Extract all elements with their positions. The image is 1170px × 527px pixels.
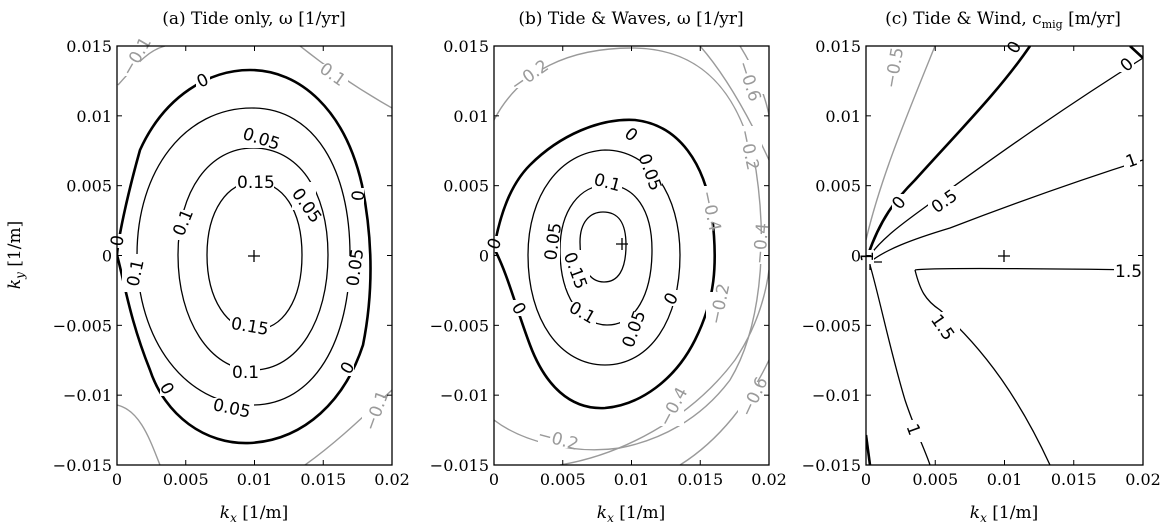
panel-c-ticks: 0 0.005 0.01 0.015 0.02 0.015 0.01 0.005 0 −0.005… <box>802 37 1161 489</box>
y-tick-label: −0.01 <box>440 386 489 405</box>
y-tick-label: −0.015 <box>430 456 489 475</box>
x-axis-label-c: kx [1/m] <box>970 503 1038 525</box>
contour-b-0 <box>494 118 717 410</box>
panel-a-ticks: 0 0.005 0.01 0.015 0.02 0.015 0.01 0.005 0 −0.005… <box>53 37 410 489</box>
y-tick-label: −0.01 <box>63 386 112 405</box>
contour-a-0.1 <box>177 147 329 371</box>
x-tick-label: 0.02 <box>374 470 410 489</box>
contour-label: 0 <box>107 234 129 248</box>
center-marker-b <box>616 238 628 250</box>
panel-c: (c) Tide & Wind, cmig [m/yr] −0.5 0 0 0 … <box>802 9 1161 525</box>
contour-c-bottom <box>866 434 872 465</box>
x-tick-label: 0 <box>112 470 122 489</box>
panel-a-contour-labels: −0.1 0.1 0 0.05 0.15 0.1 0.05 0.1 0.05 0… <box>107 34 394 436</box>
contour-label: 1 <box>858 251 878 262</box>
contour-c-gray <box>866 46 936 241</box>
x-tick-label: 0.005 <box>163 470 209 489</box>
contour-a-0.05 <box>136 107 351 406</box>
x-tick-label: 0.01 <box>614 470 650 489</box>
contour-label: −0.2 <box>535 425 580 455</box>
contour-c-0 <box>866 46 1032 256</box>
contour-label: −0.2 <box>706 282 734 327</box>
contour-c-0-b <box>1129 46 1143 59</box>
y-tick-label: 0.015 <box>66 37 112 56</box>
contour-a-gray-bottom-left <box>117 404 161 465</box>
y-tick-label: 0.01 <box>825 107 861 126</box>
contour-label: −0.2 <box>507 56 552 96</box>
contour-label: 0.1 <box>232 363 259 383</box>
y-tick-label: 0.005 <box>66 177 112 196</box>
contour-c-15-b <box>914 269 1051 465</box>
panel-a-title: (a) Tide only, ω [1/yr] <box>162 9 346 29</box>
y-tick-label: 0.005 <box>815 177 861 196</box>
contour-label: 0.05 <box>343 247 368 287</box>
panel-b: (b) Tide & Waves, ω [1/yr] −0.2 −0.4 −0.… <box>430 9 787 525</box>
contour-b-0.05 <box>527 149 681 366</box>
contour-b-gray-m04 <box>699 46 769 161</box>
panel-c-contours <box>866 46 1143 465</box>
y-tick-label: 0 <box>479 247 489 266</box>
y-tick-label: 0.01 <box>453 107 489 126</box>
y-tick-label: −0.015 <box>802 456 861 475</box>
y-tick-label: −0.005 <box>53 316 112 335</box>
x-tick-label: 0.01 <box>987 470 1023 489</box>
y-axis-label-a: ky [1/m] <box>5 221 27 289</box>
contour-a-0 <box>117 68 372 445</box>
x-tick-label: 0.005 <box>540 470 586 489</box>
y-tick-label: −0.015 <box>53 456 112 475</box>
x-tick-label: 0.015 <box>300 470 346 489</box>
y-tick-label: 0 <box>851 247 861 266</box>
x-tick-label: 0.02 <box>751 470 787 489</box>
contour-c-15 <box>914 267 1143 271</box>
panel-b-ticks: 0 0.005 0.01 0.015 0.02 0.015 0.01 0.005 0 −0.005… <box>430 37 787 489</box>
x-axis-label-b: kx [1/m] <box>597 503 665 525</box>
contour-c-1 <box>869 159 1143 263</box>
contour-label: 0.15 <box>237 173 275 193</box>
y-tick-label: 0.01 <box>76 107 112 126</box>
x-tick-label: 0.02 <box>1125 470 1161 489</box>
y-tick-label: 0 <box>102 247 112 266</box>
contour-c-1-b <box>869 264 931 465</box>
x-tick-label: 0.01 <box>237 470 273 489</box>
contour-b-gray-m04-low <box>559 269 769 465</box>
contour-label: 0.1 <box>123 258 148 289</box>
panel-c-title: (c) Tide & Wind, cmig [m/yr] <box>885 9 1121 31</box>
y-tick-label: −0.01 <box>812 386 861 405</box>
panel-a-contours <box>117 46 392 465</box>
contour-label: 0 <box>349 189 370 202</box>
x-tick-label: 0.005 <box>912 470 958 489</box>
panel-a: (a) Tide only, ω [1/yr] −0.1 0.1 0 0.05 <box>5 9 410 525</box>
contour-label: 0.1 <box>315 59 349 91</box>
panel-b-contour-labels: −0.2 −0.4 −0.6 −0.2 0 0.05 0.1 0.05 0 0.… <box>484 56 773 455</box>
panel-b-title: (b) Tide & Waves, ω [1/yr] <box>518 9 743 29</box>
x-tick-label: 0.015 <box>1051 470 1097 489</box>
contour-label: 1.5 <box>1115 262 1142 282</box>
x-tick-label: 0.015 <box>677 470 723 489</box>
y-tick-label: 0.015 <box>815 37 861 56</box>
x-axis-label-a: kx [1/m] <box>220 503 288 525</box>
y-tick-label: −0.005 <box>430 316 489 335</box>
center-marker-a <box>248 250 260 262</box>
x-tick-label: 0 <box>489 470 499 489</box>
contour-a-gray-bottom-right <box>304 389 392 465</box>
y-tick-label: 0.015 <box>443 37 489 56</box>
panel-c-contour-labels: −0.5 0 0 0 0.5 1 1.5 1.5 1 1 <box>858 38 1144 442</box>
contour-label: −0.5 <box>881 46 908 90</box>
contour-b-0.15 <box>579 211 627 283</box>
x-tick-label: 0 <box>861 470 871 489</box>
contour-c-05 <box>867 57 1143 259</box>
y-tick-label: −0.005 <box>802 316 861 335</box>
y-tick-label: 0.005 <box>443 177 489 196</box>
contour-a-gray-top <box>117 46 166 86</box>
contour-b-gray-m02 <box>494 47 762 451</box>
contour-b-gray-m06-low <box>679 359 769 465</box>
center-marker-c <box>998 250 1010 262</box>
panel-b-contours <box>494 46 769 465</box>
contour-label: 0 <box>620 124 641 146</box>
contour-label: −0.4 <box>750 222 774 265</box>
